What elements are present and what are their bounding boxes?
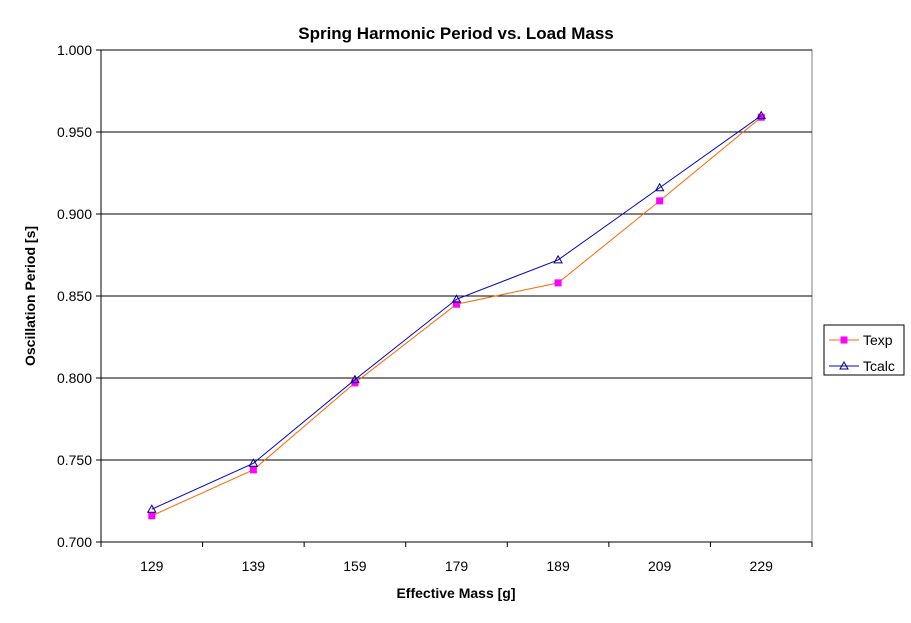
x-tick-label: 179	[445, 558, 469, 574]
data-point-tcalc	[451, 294, 462, 303]
data-point-texp	[249, 466, 257, 474]
legend: Texp Tcalc	[823, 324, 905, 376]
series-tcalc	[146, 110, 767, 513]
y-tick-label: 0.800	[57, 370, 92, 386]
legend-swatch-marker	[839, 360, 849, 370]
data-point-tcalc	[248, 458, 259, 467]
legend-label: Tcalc	[863, 358, 895, 374]
legend-item: Tcalc	[829, 358, 895, 374]
data-point-tcalc	[756, 110, 767, 120]
data-point-tcalc	[553, 254, 563, 264]
legend-box	[823, 324, 905, 376]
data-point-texp	[148, 512, 156, 520]
y-tick-label: 0.900	[57, 206, 92, 222]
x-tick-label: 229	[750, 558, 774, 574]
data-point-tcalc	[350, 374, 360, 384]
x-axis-label: Effective Mass [g]	[396, 585, 515, 601]
y-tick-label: 0.700	[57, 534, 92, 550]
y-tick-label: 0.950	[57, 124, 92, 140]
legend-items: Texp Tcalc	[829, 332, 895, 374]
x-tick-label: 209	[648, 558, 672, 574]
chart-title: Spring Harmonic Period vs. Load Mass	[298, 24, 614, 43]
data-point-texp	[656, 197, 664, 205]
legend-swatch-marker	[840, 336, 848, 344]
gridlines	[101, 49, 812, 461]
data-point-texp	[453, 300, 460, 308]
data-point-tcalc	[146, 504, 157, 513]
y-tick-label: 1.000	[57, 42, 92, 58]
y-tick-label: 0.850	[57, 288, 92, 304]
data-point-texp	[554, 279, 562, 287]
x-tick-label: 189	[546, 558, 570, 574]
data-point-tcalc	[654, 182, 665, 192]
series-layer	[146, 110, 767, 520]
series-line-tcalc	[151, 115, 762, 510]
x-tick-label: 159	[343, 558, 367, 574]
x-tick-label: 129	[140, 558, 164, 574]
legend-item: Texp	[829, 332, 893, 348]
y-axis-ticks: 0.700 0.750 0.800 0.850 0.900 0.950 1.000	[57, 42, 101, 550]
legend-label: Texp	[863, 332, 893, 348]
y-tick-label: 0.750	[57, 452, 92, 468]
x-axis-ticks: 129 139 159 179 189 209 229	[100, 542, 813, 574]
x-tick-label: 139	[242, 558, 266, 574]
y-axis-label: Oscillation Period [s]	[22, 226, 38, 366]
